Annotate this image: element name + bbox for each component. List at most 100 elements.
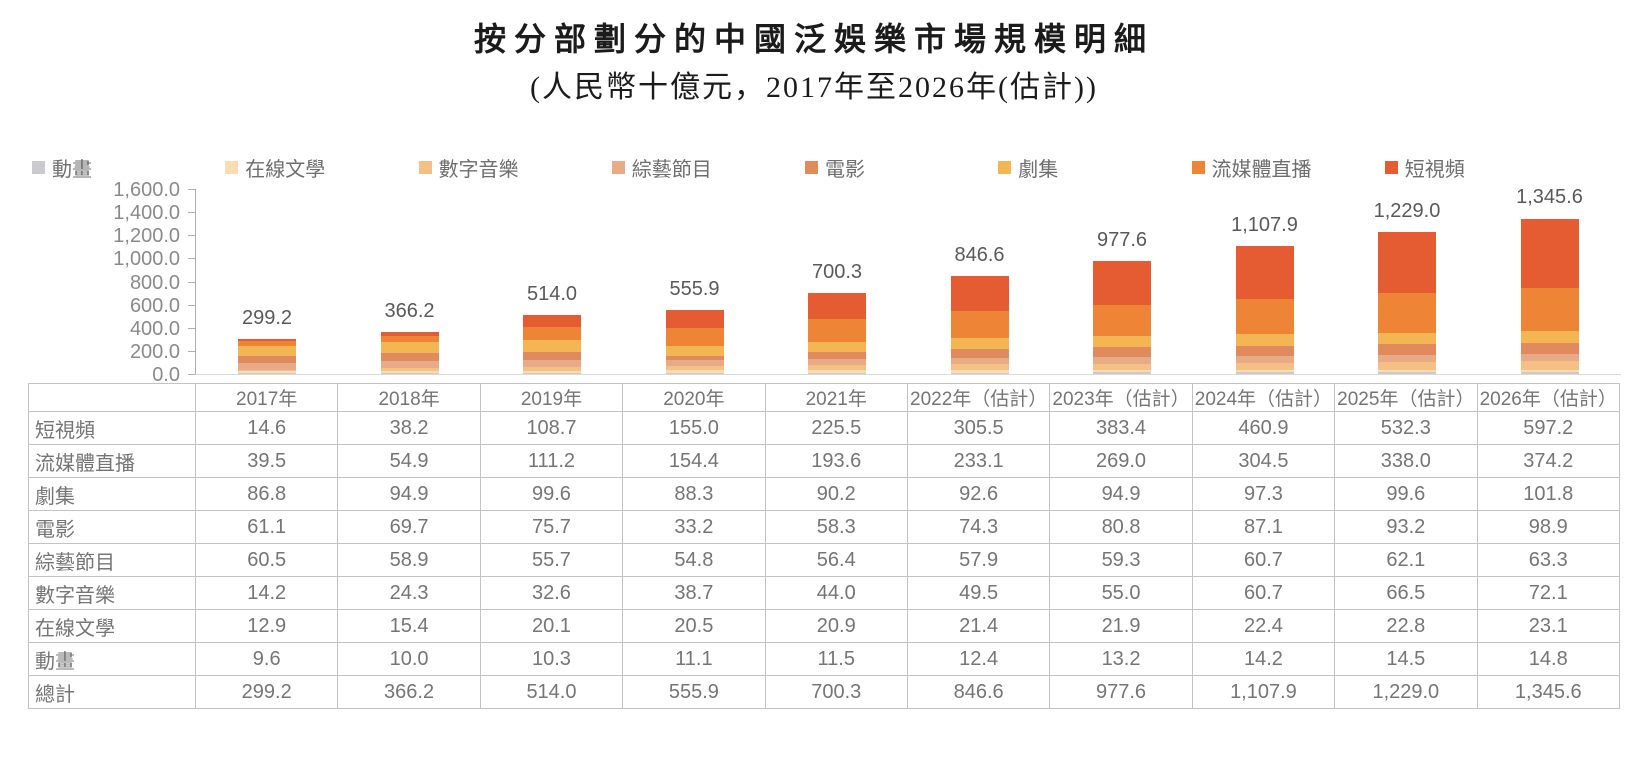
table-cell: 101.8 [1476, 477, 1621, 511]
legend-item: 在線文學 [225, 153, 418, 182]
table-cell: 21.4 [906, 609, 1051, 643]
table-cell: 58.3 [764, 510, 908, 544]
bar-segment [1520, 287, 1579, 331]
y-axis-tick-label: 800.0 [129, 271, 180, 294]
bar-total-label: 366.2 [384, 299, 435, 322]
bar-segment [1093, 305, 1152, 337]
table-cell: 374.2 [1476, 444, 1621, 478]
bar-segment [1520, 354, 1579, 362]
bar-segment [238, 341, 297, 346]
bar-segment [523, 372, 582, 374]
table-cell: 111.2 [479, 444, 624, 478]
table-cell: 99.6 [1334, 477, 1478, 511]
y-axis-tick-mark [188, 258, 195, 260]
table-cell: 193.6 [764, 444, 908, 478]
table-cell: 12.9 [194, 609, 339, 643]
bar-segment [1378, 354, 1437, 363]
legend-item: 動畫 [32, 153, 225, 182]
y-axis-tick-mark [188, 374, 195, 375]
bar-segment [238, 355, 297, 363]
table-cell: 154.4 [622, 444, 766, 478]
table-cell: 20.5 [622, 609, 766, 643]
table-cell: 87.1 [1191, 510, 1336, 544]
legend-item: 數字音樂 [418, 153, 612, 182]
table-cell: 60.7 [1191, 543, 1336, 577]
bar-segment [1235, 369, 1294, 373]
bar-segment [1093, 363, 1152, 370]
bar-segment [950, 370, 1009, 373]
bar-segment [950, 349, 1009, 358]
table-cell: 299.2 [194, 675, 339, 709]
table-cell: 55.7 [479, 543, 624, 577]
table-row: 劇集 86.8 94.9 99.6 88.3 90.2 92.6 94.9 97.3 99.6 10… [28, 477, 1621, 511]
table-cell: 62.1 [1334, 543, 1478, 577]
bar-segment [238, 371, 297, 373]
table-cell: 99.6 [479, 477, 624, 511]
bar-segment [1093, 336, 1152, 348]
table-cell: 305.5 [906, 411, 1051, 445]
bar-segment [808, 358, 867, 366]
bar-segment [1378, 362, 1437, 370]
legend-item: 綜藝節目 [611, 153, 805, 182]
table-cell: 22.4 [1191, 609, 1336, 643]
table-header-cell: 2021年 [764, 383, 908, 412]
bar-segment [523, 314, 582, 328]
table-cell: 24.3 [337, 576, 481, 610]
table-cell: 88.3 [622, 477, 766, 511]
bar-segment [665, 359, 724, 366]
bar-segment [665, 355, 724, 360]
bar-segment [665, 345, 724, 356]
table-header-row: 2017年 2018年 2019年 2020年 2021年 2022年（估計） 2023年（… [28, 383, 1621, 412]
legend-item: 短視頻 [1384, 153, 1578, 182]
table-row: 數字音樂 14.2 24.3 32.6 38.7 44.0 49.5 55.0 60.7 66.5… [28, 576, 1621, 610]
legend-swatch-icon [1191, 161, 1205, 174]
bar-segment [1235, 345, 1294, 356]
table-cell: 1,107.9 [1191, 675, 1336, 709]
table-row-label: 電影 [28, 510, 196, 544]
table-cell: 39.5 [194, 444, 339, 478]
table-cell: 108.7 [479, 411, 624, 445]
bar-segment [950, 364, 1009, 371]
bar-total-label: 514.0 [526, 282, 578, 305]
bar-segment [665, 327, 724, 346]
table-cell: 10.3 [479, 642, 624, 676]
table-cell: 32.6 [479, 576, 624, 610]
table-cell: 98.9 [1476, 510, 1621, 544]
bar-segment [1235, 372, 1294, 374]
y-axis-tick-mark [188, 235, 195, 237]
bar-total-label: 1,107.9 [1231, 213, 1298, 236]
bar-segment [1235, 355, 1294, 363]
table-cell: 1,345.6 [1476, 675, 1621, 709]
stacked-bar [1520, 218, 1579, 374]
table-row: 在線文學 12.9 15.4 20.1 20.5 20.9 21.4 21.9 22.4 22.8… [28, 609, 1621, 643]
y-axis-tick-label: 1,200.0 [113, 225, 180, 248]
table-cell: 21.9 [1049, 609, 1193, 643]
y-axis-tick-mark [188, 212, 195, 214]
table-cell: 44.0 [764, 576, 908, 610]
bar-segment [523, 327, 582, 341]
bar-segment [380, 342, 439, 354]
table-cell: 14.5 [1334, 642, 1478, 676]
bar-segment [1520, 342, 1579, 354]
table-row: 流媒體直播 39.5 54.9 111.2 154.4 193.6 233.1 269.0 30… [28, 444, 1621, 478]
table-cell: 14.2 [1191, 642, 1336, 676]
legend-swatch-icon [418, 161, 432, 174]
table-row-label: 總計 [28, 675, 196, 709]
bar-total-label: 846.6 [954, 244, 1005, 267]
bar-segment [1235, 299, 1294, 335]
plot-area: 299.2 366.2 514.0 555.9 700.3 846.6 977.6 1,107… [195, 186, 1621, 375]
table-cell: 93.2 [1334, 510, 1478, 544]
legend-label: 綜藝節目 [631, 159, 712, 181]
table-corner-cell [28, 383, 196, 412]
stacked-bar-chart: 299.2 366.2 514.0 555.9 700.3 846.6 977.6 1,107… [0, 180, 1628, 385]
legend-label: 短視頻 [1404, 159, 1465, 181]
table-cell: 269.0 [1049, 444, 1193, 478]
table-cell: 59.3 [1049, 543, 1193, 577]
table-cell: 90.2 [764, 477, 908, 511]
bar-segment [238, 339, 297, 342]
bar-segment [808, 370, 867, 373]
bar-segment [238, 345, 297, 356]
bar-segment [1520, 369, 1579, 373]
legend-swatch-icon [611, 161, 625, 174]
